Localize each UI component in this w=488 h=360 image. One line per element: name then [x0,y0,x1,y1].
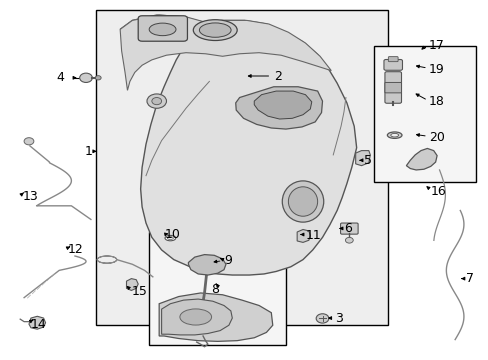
Text: 4: 4 [56,71,64,84]
Circle shape [24,138,34,145]
Ellipse shape [390,134,398,137]
Polygon shape [120,15,356,275]
Polygon shape [188,255,225,275]
Text: 17: 17 [428,39,444,52]
Bar [149,232,285,345]
Polygon shape [235,87,322,129]
Polygon shape [254,91,311,119]
Text: 5: 5 [363,154,371,167]
Text: 6: 6 [344,222,352,235]
Text: 11: 11 [305,229,321,242]
Text: 7: 7 [466,272,473,285]
Polygon shape [355,150,369,166]
Ellipse shape [167,237,173,239]
Polygon shape [29,316,45,329]
Text: 14: 14 [31,318,46,331]
Text: 20: 20 [428,131,444,144]
Circle shape [80,73,92,82]
FancyBboxPatch shape [138,16,187,41]
Polygon shape [120,15,330,90]
Ellipse shape [149,23,176,36]
Ellipse shape [386,132,401,138]
Ellipse shape [282,181,323,222]
Polygon shape [161,299,232,335]
Polygon shape [126,279,138,291]
FancyBboxPatch shape [384,82,401,93]
Polygon shape [406,148,436,170]
Circle shape [95,76,101,80]
FancyBboxPatch shape [383,59,402,70]
Ellipse shape [193,20,237,41]
Circle shape [316,314,328,323]
Circle shape [345,237,352,243]
Text: 18: 18 [428,95,444,108]
Text: 16: 16 [430,185,446,198]
Circle shape [152,98,161,105]
FancyBboxPatch shape [387,57,397,62]
Ellipse shape [288,187,317,216]
Text: 8: 8 [210,283,218,296]
FancyBboxPatch shape [340,223,357,234]
Circle shape [147,94,166,108]
Ellipse shape [180,309,211,325]
Polygon shape [159,293,272,341]
Text: 15: 15 [131,285,147,298]
Ellipse shape [164,235,175,241]
Text: 10: 10 [164,228,181,241]
Text: 3: 3 [334,311,342,325]
Text: 12: 12 [68,243,83,256]
Bar [373,45,475,182]
FancyBboxPatch shape [384,72,401,103]
Text: 9: 9 [224,254,231,267]
Text: 2: 2 [273,69,281,82]
Text: 19: 19 [428,63,444,76]
Text: 1: 1 [84,145,92,158]
Ellipse shape [199,23,231,37]
Polygon shape [297,229,310,242]
Text: 13: 13 [22,190,39,203]
Bar [96,10,387,325]
